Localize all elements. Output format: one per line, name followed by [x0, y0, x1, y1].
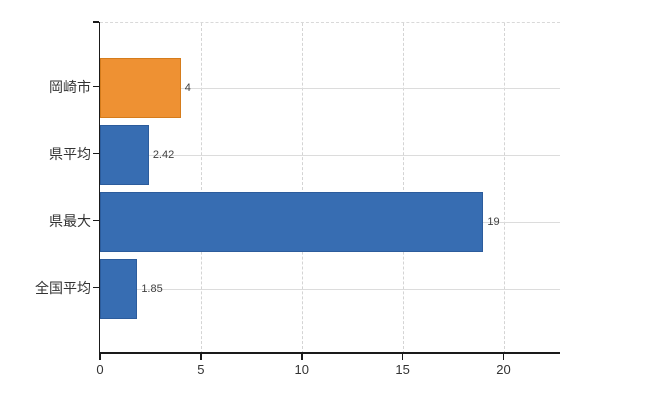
category-label: 県平均 [49, 145, 91, 162]
x-axis-tick [200, 353, 202, 360]
x-axis-tick [301, 353, 303, 360]
gridline-vertical [200, 23, 202, 354]
x-tick-label: 15 [395, 362, 410, 377]
plot-area: 4 2.42 19 1.85 [100, 22, 560, 354]
bar-県平均 [100, 124, 149, 185]
x-axis-tick [502, 353, 505, 360]
bar-全国平均 [100, 258, 138, 319]
bar-県最大 [100, 191, 484, 252]
y-axis-tick [93, 286, 99, 289]
gridline-vertical [503, 23, 505, 354]
gridline-horizontal [100, 154, 560, 156]
category-label: 県最大 [49, 212, 91, 229]
y-axis-tick [93, 85, 99, 88]
x-tick-label: 5 [197, 362, 205, 377]
value-label: 2.42 [152, 148, 175, 161]
y-axis-tick [93, 152, 99, 155]
value-label: 1.85 [141, 282, 163, 295]
x-tick-label: 0 [96, 362, 104, 377]
y-axis-end-tick [93, 21, 99, 23]
y-axis-tick [93, 219, 99, 222]
category-label: 岡崎市 [49, 78, 91, 95]
x-axis-tick [99, 353, 101, 360]
x-tick-label: 10 [294, 362, 309, 377]
gridline-horizontal [100, 87, 560, 89]
gridline-horizontal [100, 288, 560, 290]
gridline-vertical [402, 23, 404, 354]
x-axis-tick [401, 353, 404, 360]
bar-岡崎市 [100, 57, 181, 118]
x-axis-line [98, 352, 560, 354]
x-tick-label: 20 [496, 362, 511, 377]
y-axis-line [98, 22, 100, 353]
value-label: 4 [184, 81, 191, 94]
value-label: 19 [487, 215, 500, 228]
category-label: 全国平均 [35, 279, 91, 296]
gridline-vertical [301, 23, 303, 354]
